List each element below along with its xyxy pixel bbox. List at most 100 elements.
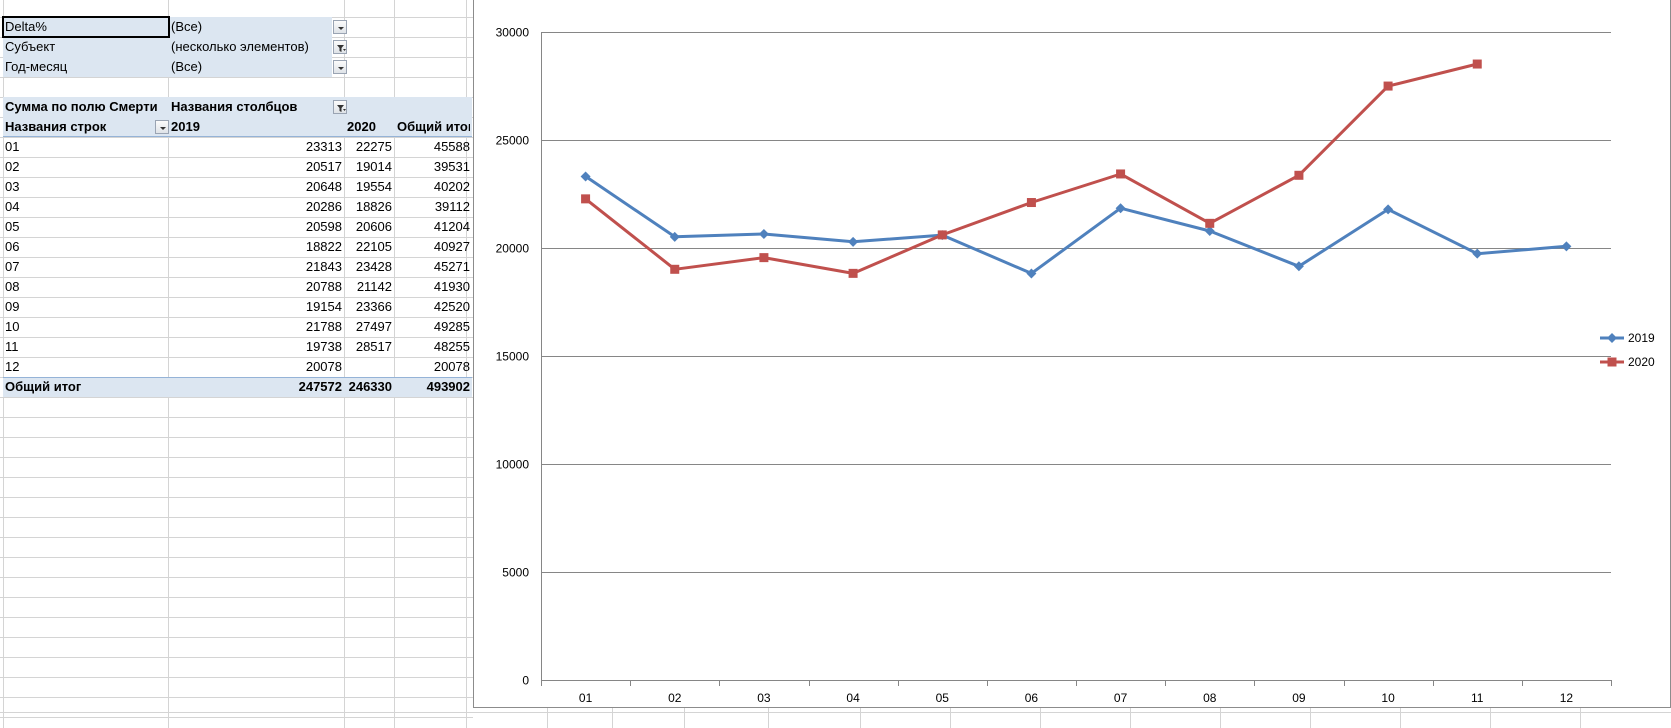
value-2019: 20648 bbox=[305, 179, 342, 194]
row-labels-header: Названия строк bbox=[5, 119, 107, 134]
row-label: 04 bbox=[5, 199, 20, 214]
data-point-2020 bbox=[670, 264, 680, 274]
data-point-2020 bbox=[1294, 170, 1304, 180]
data-point-2020 bbox=[759, 253, 769, 263]
column-header-2019: 2019 bbox=[171, 119, 200, 134]
data-point-2019 bbox=[1115, 203, 1126, 214]
series-line-2019 bbox=[584, 175, 1567, 275]
arrow-shape bbox=[338, 27, 344, 30]
data-point-2020 bbox=[581, 194, 591, 204]
x-tick-label: 07 bbox=[1114, 691, 1128, 705]
arrow-shape bbox=[343, 109, 346, 111]
data-point-2020 bbox=[1472, 59, 1482, 69]
column-labels-header: Названия столбцов bbox=[171, 99, 298, 114]
x-tick-label: 05 bbox=[936, 691, 950, 705]
value-2020: 19014 bbox=[355, 159, 392, 174]
row-label: 03 bbox=[5, 179, 20, 194]
y-tick-label: 10000 bbox=[496, 458, 530, 472]
value-2019: 20078 bbox=[305, 359, 342, 374]
x-tick-label: 03 bbox=[757, 691, 771, 705]
value-2019: 21843 bbox=[305, 259, 342, 274]
data-point-2020 bbox=[1383, 81, 1393, 91]
grand-total-top-border bbox=[3, 377, 472, 378]
value-grand-total: 41930 bbox=[433, 279, 470, 294]
grand-total-2019: 247572 bbox=[298, 379, 342, 394]
filter-value: (Все) bbox=[171, 59, 203, 74]
value-2019: 20517 bbox=[305, 159, 342, 174]
filter-value: (Все) bbox=[171, 19, 203, 34]
y-tick-label: 30000 bbox=[496, 26, 530, 40]
header-bottom-border bbox=[3, 136, 472, 137]
x-tick-label: 01 bbox=[579, 691, 593, 705]
value-grand-total: 49285 bbox=[433, 319, 470, 334]
data-point-2019 bbox=[669, 231, 680, 242]
data-point-2019 bbox=[758, 229, 769, 240]
filter-dropdown-button[interactable] bbox=[333, 40, 347, 54]
chevron-down-icon bbox=[338, 67, 344, 70]
x-tick-label: 12 bbox=[1560, 691, 1574, 705]
column-header-grand-total: Общий итог bbox=[397, 119, 470, 134]
row-label: 09 bbox=[5, 299, 20, 314]
x-tick-label: 10 bbox=[1381, 691, 1395, 705]
value-grand-total: 39531 bbox=[433, 159, 470, 174]
value-grand-total: 40927 bbox=[433, 239, 470, 254]
value-grand-total: 42520 bbox=[433, 299, 470, 314]
x-tick-label: 06 bbox=[1025, 691, 1039, 705]
grand-total-2020: 246330 bbox=[348, 379, 392, 394]
grand-total-label: Общий итог bbox=[5, 379, 82, 394]
x-tick-label: 08 bbox=[1203, 691, 1217, 705]
y-tick-label: 5000 bbox=[502, 566, 529, 580]
value-2020: 21142 bbox=[356, 279, 392, 294]
value-2019: 18822 bbox=[305, 239, 342, 254]
row-label: 05 bbox=[5, 219, 20, 234]
column-labels-filter-button[interactable] bbox=[333, 100, 347, 114]
y-tick-label: 20000 bbox=[496, 242, 530, 256]
chart-plot: 0 5000 10000 15000 20000 25000 30000 01 02 03 04 05… bbox=[496, 26, 1655, 706]
arrow-shape bbox=[338, 67, 344, 70]
filter-funnel-icon bbox=[337, 105, 346, 112]
grand-total-overall: 493902 bbox=[426, 379, 470, 394]
funnel-shape bbox=[337, 45, 344, 52]
value-2020: 23366 bbox=[355, 299, 392, 314]
row-label: 11 bbox=[5, 339, 19, 354]
value-2019: 20788 bbox=[305, 279, 342, 294]
data-point-2019 bbox=[1383, 204, 1394, 215]
legend-marker-2020 bbox=[1607, 357, 1617, 367]
column-header-2020: 2020 bbox=[347, 119, 376, 134]
series-line-2020 bbox=[584, 62, 1478, 275]
value-grand-total: 20078 bbox=[433, 359, 470, 374]
value-2019: 19154 bbox=[305, 299, 342, 314]
value-2020: 22275 bbox=[355, 139, 392, 154]
row-label: 06 bbox=[5, 239, 20, 254]
filter-field-label: Delta% bbox=[5, 19, 47, 34]
value-grand-total: 45588 bbox=[433, 139, 470, 154]
row-label: 07 bbox=[5, 259, 20, 274]
data-point-2020 bbox=[1026, 198, 1036, 208]
filter-dropdown-button[interactable] bbox=[333, 20, 347, 34]
value-2020: 18826 bbox=[355, 199, 392, 214]
y-tick-label: 25000 bbox=[496, 134, 530, 148]
data-point-2019 bbox=[1472, 248, 1483, 259]
data-point-2019 bbox=[1293, 261, 1304, 272]
value-2020: 23428 bbox=[355, 259, 392, 274]
filter-area-background bbox=[3, 17, 332, 77]
filter-dropdown-button[interactable] bbox=[333, 60, 347, 74]
value-grand-total: 40202 bbox=[433, 179, 470, 194]
filter-field-label: Год-месяц bbox=[5, 59, 68, 74]
value-2019: 20286 bbox=[305, 199, 342, 214]
value-2020: 19554 bbox=[355, 179, 392, 194]
x-tick-label: 09 bbox=[1292, 691, 1306, 705]
data-point-2019 bbox=[1204, 225, 1215, 236]
value-2020: 27497 bbox=[355, 319, 392, 334]
value-2020 bbox=[347, 357, 392, 376]
value-grand-total: 48255 bbox=[433, 339, 470, 354]
data-point-2020 bbox=[1205, 218, 1215, 228]
legend-label-2019: 2019 bbox=[1628, 331, 1655, 345]
grand-total-background bbox=[3, 377, 472, 397]
value-2019: 21788 bbox=[305, 319, 342, 334]
value-2019: 19738 bbox=[305, 339, 342, 354]
row-labels-dropdown-button[interactable] bbox=[155, 120, 169, 134]
data-point-2019 bbox=[1026, 268, 1037, 279]
filter-value: (несколько элементов) bbox=[171, 39, 309, 54]
line-chart[interactable]: 0 5000 10000 15000 20000 25000 30000 01 02 03 04 05… bbox=[473, 0, 1671, 708]
